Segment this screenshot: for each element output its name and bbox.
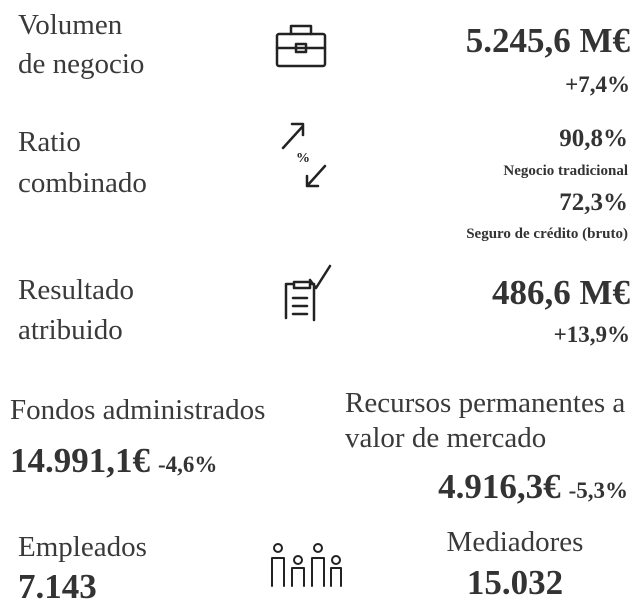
label: Recursos permanentes a bbox=[345, 387, 625, 419]
note: Seguro de crédito (bruto) bbox=[466, 226, 628, 242]
label: Mediadores bbox=[447, 526, 584, 558]
change: +13,9% bbox=[554, 322, 630, 347]
fund-value: 4.916,3€ -5,3% bbox=[438, 467, 628, 506]
change: +7,4% bbox=[565, 72, 630, 97]
change: -5,3% bbox=[569, 478, 628, 503]
clipboard-icon bbox=[284, 264, 332, 322]
svg-text:%: % bbox=[296, 151, 310, 166]
label: atribuido bbox=[18, 314, 123, 346]
label: Volumen bbox=[18, 9, 123, 41]
label: Empleados bbox=[18, 531, 147, 563]
value: 7.143 bbox=[18, 567, 97, 601]
value: 15.032 bbox=[467, 563, 563, 601]
value: 5.245,6 M€ bbox=[466, 21, 631, 60]
people-icon bbox=[271, 543, 342, 587]
value: 486,6 M€ bbox=[492, 273, 631, 312]
fund-value: 14.991,1€ -4,6% bbox=[10, 441, 217, 480]
label: combinado bbox=[18, 167, 147, 199]
label: valor de mercado bbox=[345, 422, 546, 454]
label: Resultado bbox=[18, 274, 134, 306]
change: -4,6% bbox=[158, 452, 217, 477]
briefcase-icon bbox=[275, 24, 327, 68]
value: 4.916,3€ bbox=[438, 467, 561, 506]
label: Fondos administrados bbox=[10, 394, 265, 426]
ratio-icon: % bbox=[281, 122, 327, 188]
label: Ratio bbox=[18, 126, 81, 158]
value: 90,8% bbox=[559, 125, 628, 152]
label: de negocio bbox=[18, 48, 144, 80]
note: Negocio tradicional bbox=[503, 163, 628, 179]
value: 14.991,1€ bbox=[10, 441, 151, 480]
value: 72,3% bbox=[559, 189, 628, 216]
